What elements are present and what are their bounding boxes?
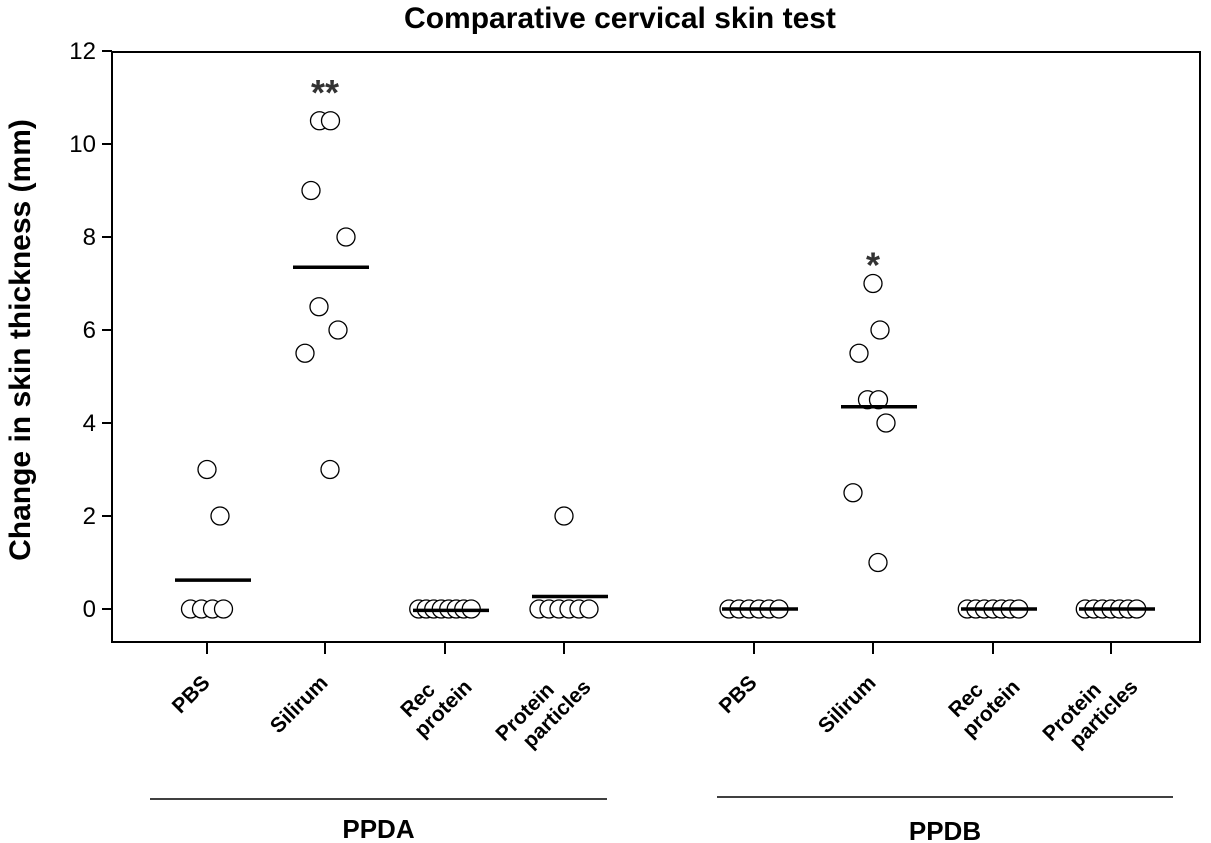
- data-point: [336, 227, 356, 247]
- data-point: [870, 320, 890, 340]
- y-tick-label: 2: [83, 503, 96, 530]
- x-category-label-line: Silirum: [814, 671, 881, 738]
- y-tick-label: 12: [69, 38, 96, 65]
- y-axis-label: Change in skin thickness (mm): [4, 119, 37, 561]
- x-category-label: Recprotein: [393, 659, 477, 743]
- data-point: [213, 599, 234, 619]
- group-label: PPDA: [342, 814, 414, 843]
- data-point: [554, 506, 574, 526]
- data-point: [320, 459, 340, 480]
- data-point: [863, 273, 883, 294]
- significance-marker: **: [311, 72, 339, 113]
- x-category-label: Silirum: [814, 671, 881, 738]
- x-category-label-line: PBS: [168, 671, 215, 718]
- chart-title: Comparative cervical skin test: [404, 2, 836, 35]
- group-label: PPDB: [909, 816, 981, 843]
- x-category-label: PBS: [168, 671, 215, 718]
- x-category-label: Proteinparticles: [1038, 659, 1142, 763]
- x-category-label-line: Silirum: [266, 671, 333, 738]
- data-point: [579, 599, 599, 619]
- x-category-label: Silirum: [266, 671, 333, 738]
- data-point: [328, 320, 348, 340]
- y-tick-label: 4: [83, 410, 96, 437]
- data-point: [876, 413, 896, 433]
- y-tick-label: 10: [69, 131, 96, 158]
- data-point: [197, 459, 217, 480]
- data-point: [868, 552, 888, 573]
- x-category-label: PBS: [715, 671, 762, 718]
- x-category-label: Proteinparticles: [491, 659, 595, 763]
- plot-frame: [111, 51, 1201, 643]
- data-point: [868, 390, 889, 410]
- x-category-label: Recprotein: [941, 659, 1025, 743]
- data-point: [843, 483, 863, 503]
- significance-marker: *: [866, 245, 880, 286]
- data-point: [849, 343, 869, 363]
- data-point: [210, 506, 230, 526]
- y-tick-label: 8: [83, 224, 96, 251]
- y-tick-label: 6: [83, 317, 96, 344]
- data-point: [320, 111, 341, 131]
- x-category-label-line: PBS: [715, 671, 762, 718]
- data-point: [301, 180, 321, 201]
- y-tick-label: 0: [83, 596, 96, 623]
- data-point: [295, 343, 315, 363]
- data-point: [309, 297, 329, 317]
